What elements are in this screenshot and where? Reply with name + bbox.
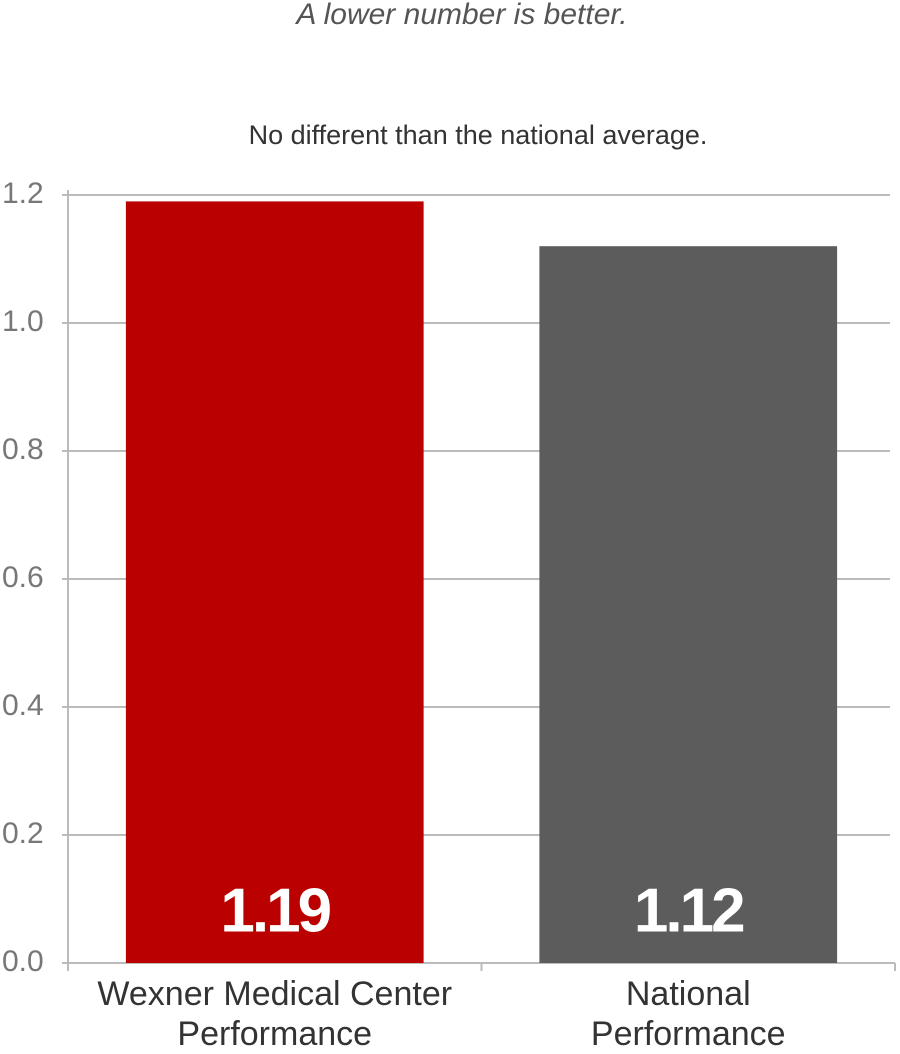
y-tick-label: 0.2 [2,817,44,850]
y-tick-label: 0.8 [2,433,44,466]
y-tick-label: 1.2 [2,177,44,210]
bar [125,201,424,963]
value-label: 1.12 [634,876,743,945]
x-tick-label: National Performance [590,975,786,1053]
chart-subtitle: No different than the national average. [249,120,708,150]
y-tick-label: 0.4 [2,689,44,722]
value-label: 1.19 [220,876,330,945]
x-tick-label: Wexner Medical Center Performance [97,975,453,1053]
y-tick-label: 1.0 [2,305,44,338]
chart-title: A lower number is better. [294,0,627,31]
bar [539,246,838,963]
y-tick-label: 0.0 [2,945,44,978]
y-tick-label: 0.6 [2,561,44,594]
